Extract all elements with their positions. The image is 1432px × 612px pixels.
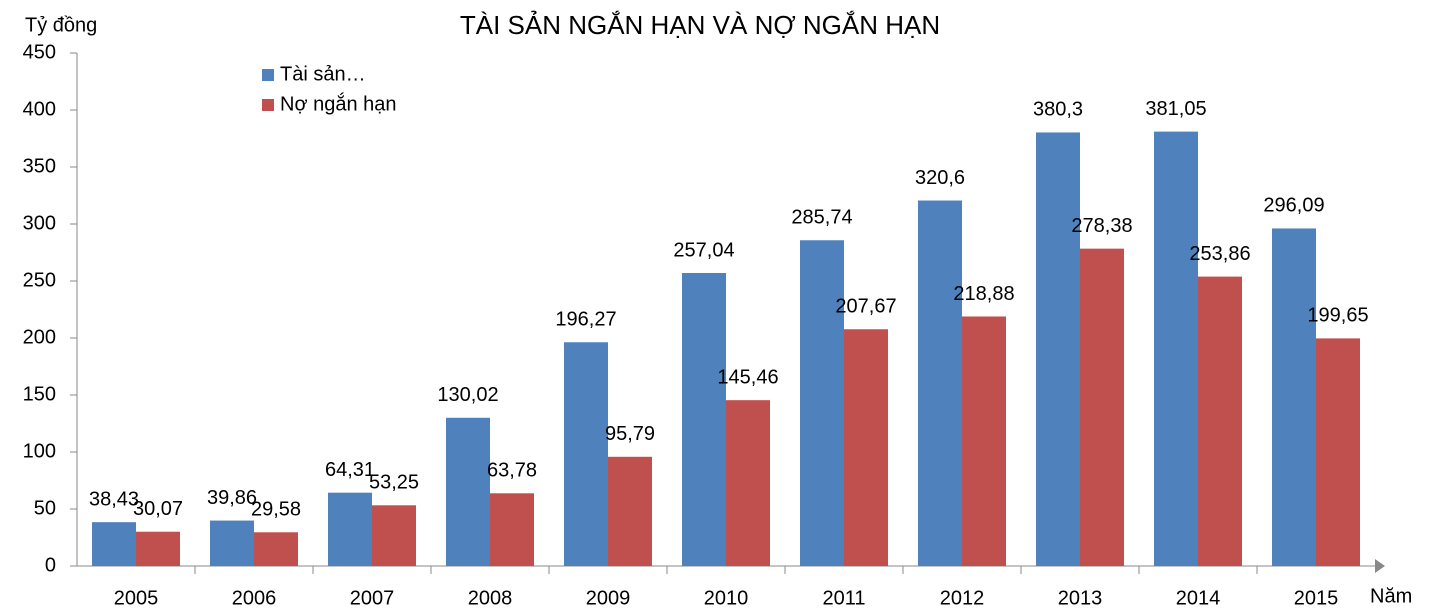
bar (1272, 228, 1316, 566)
x-tick-label: 2009 (586, 587, 631, 609)
x-tick-label: 2006 (232, 587, 277, 609)
legend-swatch (262, 99, 274, 111)
y-tick-label: 0 (45, 554, 56, 576)
data-label: 257,04 (673, 239, 734, 261)
bar (490, 493, 534, 566)
data-label: 145,46 (717, 366, 778, 388)
bar (726, 400, 770, 566)
bar (136, 531, 180, 566)
x-tick-label: 2007 (350, 587, 395, 609)
data-label: 196,27 (555, 309, 616, 331)
data-label: 380,3 (1033, 99, 1083, 121)
x-tick-label: 2010 (704, 587, 749, 609)
x-axis-label: Năm (1370, 585, 1412, 607)
bar (962, 316, 1006, 566)
x-tick-label: 2005 (114, 587, 159, 609)
bar (564, 342, 608, 566)
y-tick-label: 450 (23, 41, 56, 63)
y-tick-label: 200 (23, 326, 56, 348)
data-label: 39,86 (207, 487, 257, 509)
bar (1154, 131, 1198, 566)
bar (254, 532, 298, 566)
bar (608, 456, 652, 566)
data-label: 199,65 (1307, 305, 1368, 327)
legend-label: Nợ ngắn hạn (280, 92, 397, 115)
data-label: 53,25 (369, 472, 419, 494)
chart-title: TÀI SẢN NGẮN HẠN VÀ NỢ NGẮN HẠN (460, 10, 940, 40)
bar (1198, 276, 1242, 566)
data-label: 38,43 (89, 488, 139, 510)
y-tick-label: 50 (34, 497, 56, 519)
data-label: 296,09 (1263, 195, 1324, 217)
bar (1036, 132, 1080, 566)
data-label: 95,79 (605, 423, 655, 445)
data-label: 207,67 (835, 296, 896, 318)
x-tick-label: 2014 (1176, 587, 1221, 609)
bar (372, 505, 416, 566)
data-label: 381,05 (1145, 98, 1206, 120)
bar (92, 522, 136, 566)
bar (328, 492, 372, 566)
y-tick-label: 100 (23, 440, 56, 462)
y-tick-label: 400 (23, 98, 56, 120)
data-label: 253,86 (1189, 243, 1250, 265)
data-label: 218,88 (953, 283, 1014, 305)
y-tick-label: 250 (23, 269, 56, 291)
bar (210, 520, 254, 566)
legend-label: Tài sản… (280, 63, 366, 85)
bar (1080, 248, 1124, 567)
bar (844, 329, 888, 566)
y-tick-label: 150 (23, 383, 56, 405)
data-label: 30,07 (133, 498, 183, 520)
data-label: 285,74 (791, 207, 852, 229)
bar (682, 272, 726, 566)
x-axis-arrow (1375, 559, 1385, 573)
x-tick-label: 2008 (468, 587, 513, 609)
data-label: 29,58 (251, 499, 301, 521)
data-label: 130,02 (437, 384, 498, 406)
bar (918, 200, 962, 567)
data-label: 320,6 (915, 167, 965, 189)
x-tick-label: 2013 (1058, 587, 1103, 609)
bar (446, 417, 490, 566)
bar (1316, 338, 1360, 566)
bar (800, 240, 844, 566)
y-tick-label: 350 (23, 155, 56, 177)
data-label: 63,78 (487, 460, 537, 482)
x-tick-label: 2011 (822, 587, 865, 609)
x-tick-label: 2012 (940, 587, 985, 609)
x-tick-label: 2015 (1294, 587, 1339, 609)
legend-swatch (262, 69, 274, 81)
data-label: 278,38 (1071, 215, 1132, 237)
y-tick-label: 300 (23, 212, 56, 234)
y-axis-label: Tỷ đồng (25, 14, 97, 36)
data-label: 64,31 (325, 459, 375, 481)
